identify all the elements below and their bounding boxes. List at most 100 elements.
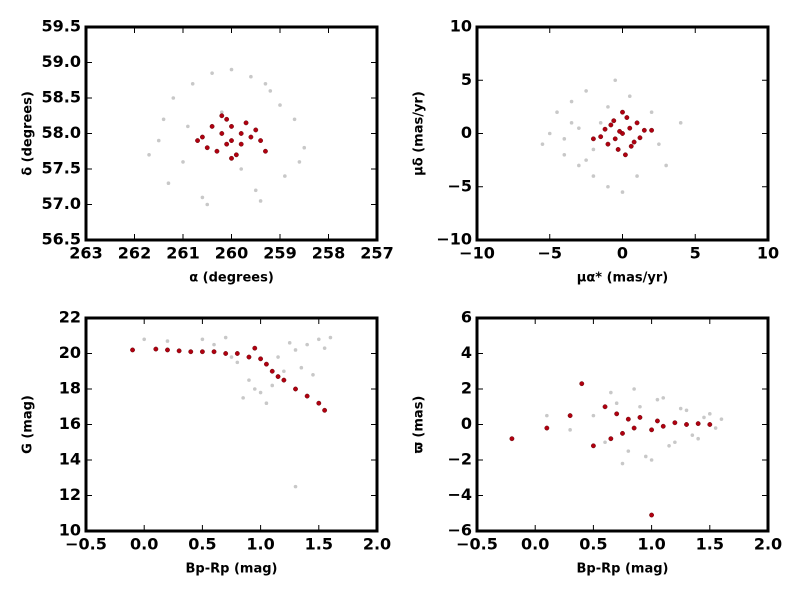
point [620, 109, 625, 115]
point [247, 378, 251, 382]
point [577, 126, 581, 130]
point [631, 139, 637, 145]
y-tick-label: 20 [59, 343, 81, 362]
point [664, 163, 668, 168]
point [637, 414, 643, 420]
point [229, 67, 234, 72]
point [708, 412, 712, 416]
point [268, 89, 273, 93]
point [605, 141, 611, 147]
point [609, 390, 613, 395]
y-tick-label: 59.5 [42, 17, 81, 36]
axes-frame [84, 25, 379, 242]
point [253, 188, 258, 193]
point [614, 411, 620, 417]
y-tick-label: −10 [436, 230, 472, 249]
point [562, 137, 567, 141]
point [165, 339, 170, 343]
point [210, 71, 214, 75]
y-tick-label: 58.5 [42, 88, 81, 107]
y-tick-label: −6 [447, 521, 472, 540]
point [176, 348, 182, 354]
y-tick-label: 22 [59, 308, 81, 327]
point [568, 428, 572, 432]
point [292, 117, 297, 122]
y-tick-label: −4 [447, 485, 472, 504]
y-tick-label: 12 [59, 485, 81, 504]
point [684, 408, 689, 413]
point [569, 121, 574, 125]
point [199, 134, 205, 140]
point [678, 406, 683, 411]
point [252, 387, 257, 391]
point [264, 401, 269, 406]
point [212, 342, 216, 347]
point [233, 152, 239, 158]
point [200, 195, 205, 200]
y-tick-label: 0 [461, 123, 472, 142]
point [655, 397, 660, 402]
axes-frame [84, 316, 379, 533]
point [166, 181, 171, 185]
x-tick-label: −5 [537, 244, 562, 263]
point [661, 396, 666, 400]
point [620, 430, 625, 436]
point [253, 127, 259, 133]
point [562, 153, 567, 157]
x-tick-label: −0.5 [65, 535, 107, 554]
point [545, 413, 549, 418]
point [293, 484, 298, 489]
point [195, 138, 200, 144]
point [224, 141, 230, 147]
point [673, 440, 677, 445]
point [269, 368, 275, 374]
point [591, 174, 596, 178]
y-axis-label: δ (degrees) [21, 91, 36, 176]
x-tick-label: 0.5 [579, 535, 607, 554]
point [304, 393, 310, 399]
point [584, 158, 588, 162]
point [657, 142, 661, 146]
point [655, 418, 660, 424]
point [305, 342, 309, 347]
point [611, 118, 617, 124]
point [614, 401, 619, 406]
point [608, 436, 614, 442]
y-tick-label: 18 [59, 379, 81, 398]
y-tick-label: 16 [59, 414, 81, 433]
point [229, 138, 234, 144]
point [509, 436, 515, 442]
point [634, 120, 640, 126]
y-tick-label: 0 [461, 414, 472, 433]
point [153, 346, 159, 352]
point [264, 361, 269, 367]
x-tick-label: 0.0 [521, 535, 549, 554]
point [181, 160, 185, 164]
point [667, 444, 671, 448]
y-tick-label: 59.0 [42, 52, 81, 71]
point [544, 425, 550, 431]
x-tick-label: 260 [215, 244, 248, 263]
point [283, 174, 287, 178]
point [628, 143, 634, 149]
point [161, 117, 166, 122]
point [567, 413, 573, 419]
point [547, 131, 552, 136]
y-tick-label: 2 [461, 379, 472, 398]
point [612, 136, 618, 142]
point [186, 124, 190, 129]
point [555, 110, 559, 114]
point [637, 135, 643, 141]
y-tick-label: −2 [447, 450, 472, 469]
point [672, 420, 678, 426]
point [598, 121, 603, 125]
point [649, 458, 654, 462]
point [211, 349, 217, 355]
y-tick-label: 57.0 [42, 194, 81, 213]
point [632, 387, 636, 391]
point [579, 381, 585, 387]
x-tick-label: 1.5 [696, 535, 724, 554]
point [328, 335, 333, 340]
x-tick-label: 1.5 [305, 535, 333, 554]
